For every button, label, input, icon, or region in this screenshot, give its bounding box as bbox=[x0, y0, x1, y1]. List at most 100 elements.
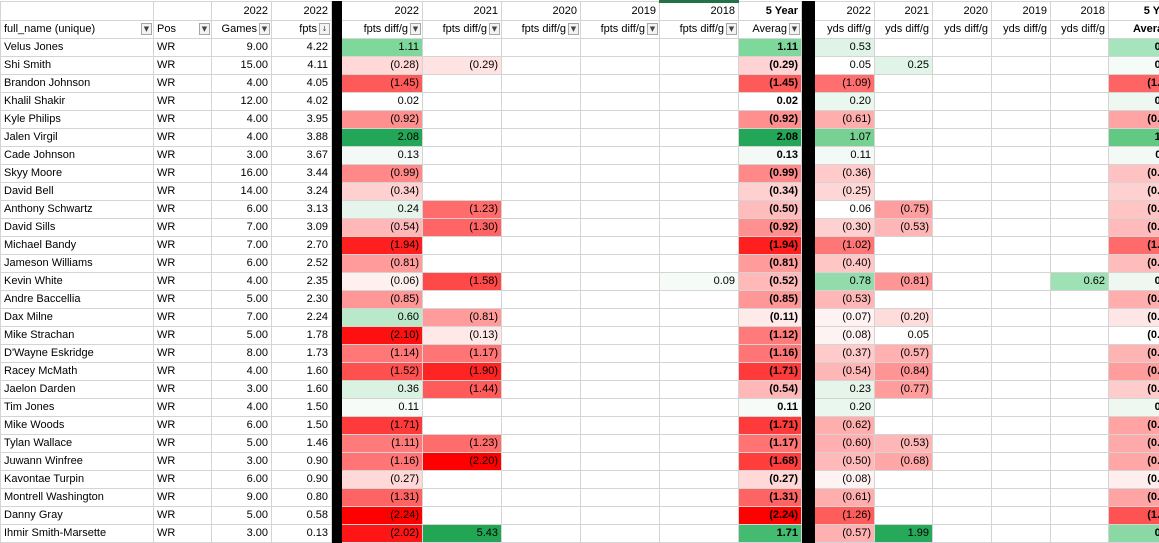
cell-f18[interactable] bbox=[660, 165, 739, 183]
cell-y20[interactable] bbox=[933, 39, 992, 57]
cell-f19[interactable] bbox=[581, 489, 660, 507]
cell-pos[interactable]: WR bbox=[154, 39, 212, 57]
cell-games[interactable]: 9.00 bbox=[212, 489, 272, 507]
cell-y20[interactable] bbox=[933, 435, 992, 453]
cell-f22[interactable]: (0.27) bbox=[342, 471, 423, 489]
cell-yavg[interactable]: (0.61) bbox=[1109, 111, 1159, 129]
cell-y19[interactable] bbox=[992, 183, 1051, 201]
cell-favg[interactable]: (0.99) bbox=[739, 165, 802, 183]
cell-f21[interactable] bbox=[423, 165, 502, 183]
cell-favg[interactable]: (0.52) bbox=[739, 273, 802, 291]
cell-y22[interactable]: (1.26) bbox=[815, 507, 875, 525]
cell-y20[interactable] bbox=[933, 291, 992, 309]
cell-f20[interactable] bbox=[502, 39, 581, 57]
cell-pos[interactable]: WR bbox=[154, 345, 212, 363]
cell-y21[interactable]: (0.53) bbox=[875, 435, 933, 453]
cell-favg[interactable]: 0.02 bbox=[739, 93, 802, 111]
cell-f19[interactable] bbox=[581, 327, 660, 345]
cell-games[interactable]: 7.00 bbox=[212, 309, 272, 327]
cell-f20[interactable] bbox=[502, 327, 581, 345]
cell-f21[interactable]: (1.17) bbox=[423, 345, 502, 363]
cell-fpts[interactable]: 2.70 bbox=[272, 237, 332, 255]
cell-f21[interactable] bbox=[423, 183, 502, 201]
cell-favg[interactable]: 0.13 bbox=[739, 147, 802, 165]
cell-f22[interactable]: (1.11) bbox=[342, 435, 423, 453]
cell-name[interactable]: Jalen Virgil bbox=[1, 129, 154, 147]
cell-f20[interactable] bbox=[502, 147, 581, 165]
cell-yavg[interactable]: (0.34) bbox=[1109, 201, 1159, 219]
cell-yavg[interactable]: (0.47) bbox=[1109, 345, 1159, 363]
cell-y20[interactable] bbox=[933, 201, 992, 219]
cell-y22[interactable]: (0.54) bbox=[815, 363, 875, 381]
cell-f19[interactable] bbox=[581, 471, 660, 489]
cell-y20[interactable] bbox=[933, 165, 992, 183]
cell-f21[interactable] bbox=[423, 237, 502, 255]
cell-pos[interactable]: WR bbox=[154, 111, 212, 129]
cell-f22[interactable]: (1.14) bbox=[342, 345, 423, 363]
cell-y19[interactable] bbox=[992, 381, 1051, 399]
cell-y18[interactable] bbox=[1051, 525, 1109, 543]
cell-games[interactable]: 3.00 bbox=[212, 381, 272, 399]
cell-yavg[interactable]: (0.01) bbox=[1109, 327, 1159, 345]
dropdown-icon[interactable]: ▼ bbox=[489, 23, 500, 35]
cell-y22[interactable]: 0.78 bbox=[815, 273, 875, 291]
cell-yavg[interactable]: (0.53) bbox=[1109, 291, 1159, 309]
cell-name[interactable]: David Sills bbox=[1, 219, 154, 237]
cell-f19[interactable] bbox=[581, 129, 660, 147]
cell-y22[interactable]: 1.07 bbox=[815, 129, 875, 147]
cell-y22[interactable]: 0.53 bbox=[815, 39, 875, 57]
cell-yavg[interactable]: (0.62) bbox=[1109, 417, 1159, 435]
cell-favg[interactable]: (0.85) bbox=[739, 291, 802, 309]
cell-games[interactable]: 9.00 bbox=[212, 39, 272, 57]
cell-yavg[interactable]: 1.07 bbox=[1109, 129, 1159, 147]
cell-favg[interactable]: (1.71) bbox=[739, 363, 802, 381]
header-year-cell[interactable]: 2020 bbox=[502, 2, 581, 21]
cell-y18[interactable] bbox=[1051, 417, 1109, 435]
cell-y20[interactable] bbox=[933, 75, 992, 93]
dropdown-icon[interactable]: ▼ bbox=[647, 23, 658, 35]
cell-f20[interactable] bbox=[502, 273, 581, 291]
cell-games[interactable]: 5.00 bbox=[212, 435, 272, 453]
cell-fpts[interactable]: 3.09 bbox=[272, 219, 332, 237]
cell-f20[interactable] bbox=[502, 507, 581, 525]
cell-f22[interactable]: (1.52) bbox=[342, 363, 423, 381]
header-year-cell[interactable]: 2022 bbox=[815, 2, 875, 21]
column-header[interactable]: Average bbox=[1109, 21, 1159, 39]
cell-y19[interactable] bbox=[992, 255, 1051, 273]
dropdown-icon[interactable]: ▼ bbox=[410, 23, 421, 35]
cell-fpts[interactable]: 1.73 bbox=[272, 345, 332, 363]
cell-y22[interactable]: 0.23 bbox=[815, 381, 875, 399]
cell-y22[interactable]: (0.08) bbox=[815, 327, 875, 345]
cell-y19[interactable] bbox=[992, 129, 1051, 147]
filter-icon[interactable]: ▼ bbox=[259, 23, 270, 35]
cell-f21[interactable]: (1.23) bbox=[423, 435, 502, 453]
cell-y19[interactable] bbox=[992, 237, 1051, 255]
cell-name[interactable]: Kavontae Turpin bbox=[1, 471, 154, 489]
cell-f18[interactable] bbox=[660, 147, 739, 165]
cell-pos[interactable]: WR bbox=[154, 525, 212, 543]
header-year-cell[interactable]: 2018 bbox=[1051, 2, 1109, 21]
cell-yavg[interactable]: (0.08) bbox=[1109, 471, 1159, 489]
cell-y19[interactable] bbox=[992, 399, 1051, 417]
cell-y20[interactable] bbox=[933, 255, 992, 273]
cell-y19[interactable] bbox=[992, 363, 1051, 381]
cell-f22[interactable]: 2.08 bbox=[342, 129, 423, 147]
cell-y21[interactable]: 1.99 bbox=[875, 525, 933, 543]
cell-y20[interactable] bbox=[933, 507, 992, 525]
cell-f20[interactable] bbox=[502, 363, 581, 381]
cell-f21[interactable]: (1.90) bbox=[423, 363, 502, 381]
column-header[interactable]: yds diff/g bbox=[933, 21, 992, 39]
cell-y18[interactable] bbox=[1051, 75, 1109, 93]
cell-f20[interactable] bbox=[502, 219, 581, 237]
cell-f20[interactable] bbox=[502, 471, 581, 489]
cell-f18[interactable] bbox=[660, 381, 739, 399]
header-year-cell[interactable]: 2021 bbox=[875, 2, 933, 21]
cell-y22[interactable]: 0.20 bbox=[815, 93, 875, 111]
cell-y22[interactable]: (0.37) bbox=[815, 345, 875, 363]
cell-f20[interactable] bbox=[502, 453, 581, 471]
cell-f18[interactable] bbox=[660, 471, 739, 489]
cell-y18[interactable]: 0.62 bbox=[1051, 273, 1109, 291]
cell-y19[interactable] bbox=[992, 435, 1051, 453]
column-header[interactable]: fpts↓ bbox=[272, 21, 332, 39]
cell-pos[interactable]: WR bbox=[154, 471, 212, 489]
